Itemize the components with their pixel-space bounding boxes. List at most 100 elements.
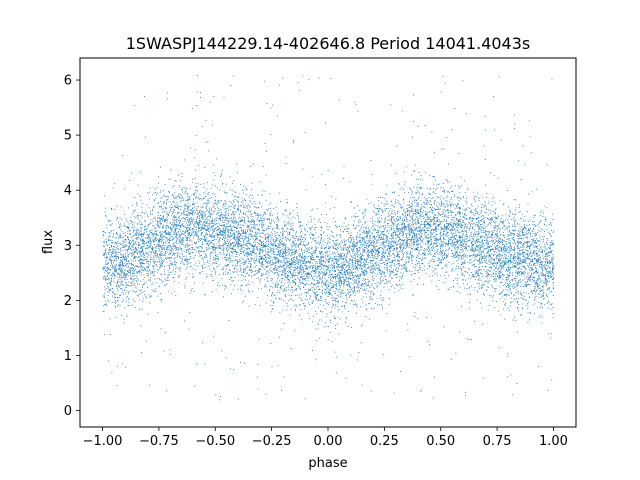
data-point xyxy=(344,241,346,242)
data-point xyxy=(288,272,290,274)
data-point xyxy=(459,186,461,188)
data-point xyxy=(522,231,524,233)
data-point xyxy=(452,240,454,242)
data-point xyxy=(391,218,393,220)
data-point xyxy=(421,235,422,237)
data-point xyxy=(240,224,241,226)
data-point xyxy=(498,273,500,275)
data-point xyxy=(120,314,122,316)
data-point xyxy=(517,240,519,242)
data-point xyxy=(212,230,214,232)
data-point xyxy=(332,280,334,282)
data-point xyxy=(290,228,292,230)
data-point xyxy=(392,271,394,272)
data-point xyxy=(245,253,247,255)
data-point xyxy=(265,253,267,255)
data-point xyxy=(504,295,506,296)
data-point xyxy=(542,257,544,259)
data-point xyxy=(114,255,115,257)
data-point xyxy=(531,255,533,257)
data-point xyxy=(371,254,373,256)
data-point xyxy=(460,219,462,220)
data-point xyxy=(378,235,380,237)
data-point xyxy=(549,303,551,305)
data-point xyxy=(458,254,460,256)
data-point xyxy=(520,252,522,254)
data-point xyxy=(453,270,455,272)
data-point xyxy=(133,228,135,230)
data-point xyxy=(200,212,202,214)
data-point xyxy=(539,287,541,289)
data-point xyxy=(520,253,522,255)
data-point xyxy=(117,273,119,275)
data-point xyxy=(265,229,267,231)
data-point xyxy=(383,203,385,205)
data-point xyxy=(164,221,166,223)
data-point xyxy=(484,254,486,256)
data-point xyxy=(452,245,454,247)
data-point xyxy=(183,204,185,206)
data-point xyxy=(156,243,158,245)
data-point xyxy=(467,207,469,209)
data-point xyxy=(128,253,130,255)
data-point xyxy=(270,257,272,259)
data-point xyxy=(525,259,527,261)
data-point xyxy=(476,213,478,215)
data-point xyxy=(333,298,335,299)
data-point xyxy=(552,264,554,266)
data-point xyxy=(106,303,108,305)
data-point xyxy=(372,270,374,272)
data-point xyxy=(240,260,242,261)
data-point xyxy=(475,234,476,236)
data-point xyxy=(325,274,327,276)
data-point xyxy=(498,267,500,268)
data-point xyxy=(338,256,340,257)
data-point xyxy=(506,280,508,282)
data-point xyxy=(140,259,142,261)
data-point xyxy=(548,251,550,253)
data-point xyxy=(330,286,332,288)
data-point xyxy=(323,272,325,274)
data-point xyxy=(270,267,272,269)
data-point xyxy=(324,283,326,285)
data-point xyxy=(503,274,505,276)
data-point xyxy=(188,258,190,260)
data-point xyxy=(187,251,189,252)
data-point xyxy=(135,265,137,267)
data-point xyxy=(551,241,553,243)
data-point xyxy=(536,246,538,247)
data-point xyxy=(340,296,342,298)
data-point xyxy=(435,223,437,225)
data-point xyxy=(305,250,307,252)
data-point xyxy=(364,247,365,248)
data-point xyxy=(396,253,398,255)
data-point xyxy=(442,191,443,193)
data-point xyxy=(266,245,268,246)
data-point xyxy=(459,235,461,237)
data-point xyxy=(507,271,509,273)
data-point xyxy=(429,175,430,177)
data-point xyxy=(551,257,553,259)
data-point xyxy=(483,284,485,286)
data-point xyxy=(494,236,496,238)
data-point xyxy=(401,239,403,241)
data-point xyxy=(186,225,188,227)
data-point xyxy=(142,262,143,264)
data-point xyxy=(337,301,339,303)
data-point xyxy=(288,279,290,281)
data-point xyxy=(160,214,162,216)
data-point xyxy=(416,200,418,201)
data-point xyxy=(440,259,442,261)
data-point xyxy=(362,237,364,239)
data-point xyxy=(387,262,389,264)
data-point xyxy=(494,213,496,215)
data-point xyxy=(378,272,380,273)
data-point xyxy=(471,244,473,246)
data-point xyxy=(481,254,483,256)
data-point xyxy=(351,246,353,247)
data-point xyxy=(415,265,417,267)
data-point xyxy=(398,243,400,245)
data-point xyxy=(420,206,422,208)
data-point xyxy=(232,211,234,213)
data-point xyxy=(132,260,134,262)
